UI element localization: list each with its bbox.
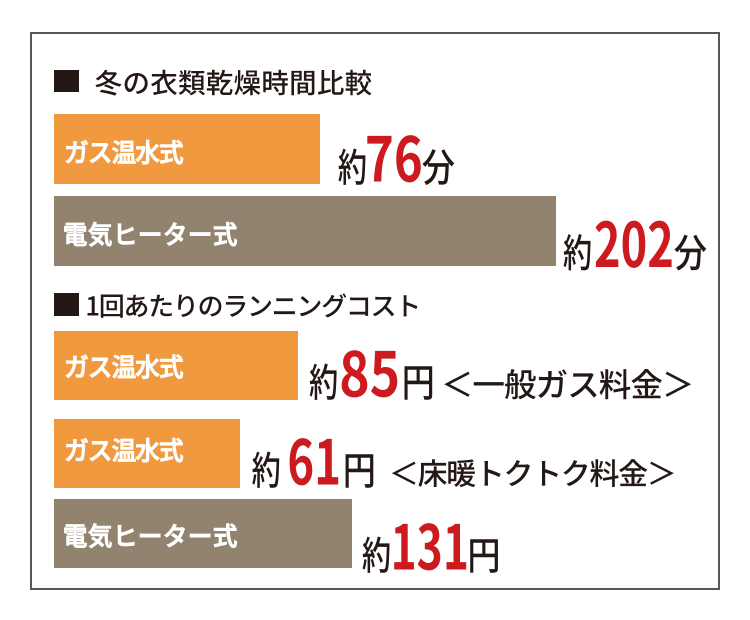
bar-1: ガス温水式 <box>54 114 320 184</box>
bar-3: ガス温水式 <box>54 331 298 400</box>
section-2-marker <box>54 293 80 316</box>
section-1-marker <box>54 69 80 93</box>
bar-5-label-text: 電気ヒーター式 <box>53 498 54 499</box>
bar-4: ガス温水式 <box>54 419 240 488</box>
bar-3-label-text: ガス温水式 <box>53 330 54 331</box>
bar-4-label-text: ガス温水式 <box>53 418 54 419</box>
bar-1-label-text: ガス温水式 <box>53 113 54 114</box>
bar-2: 電気ヒーター式 <box>54 196 556 266</box>
bar-2-label-text: 電気ヒーター式 <box>53 195 54 196</box>
bar-5: 電気ヒーター式 <box>53 498 352 568</box>
